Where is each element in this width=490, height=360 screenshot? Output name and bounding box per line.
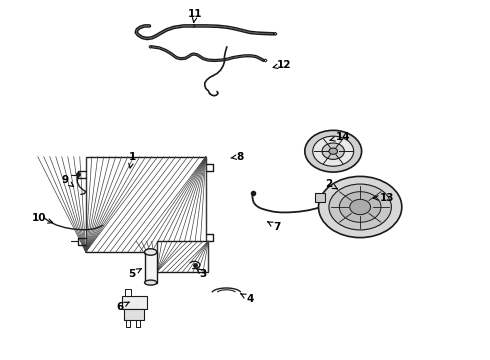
Text: 1: 1 [129, 152, 136, 168]
Bar [315, 193, 325, 202]
Bar [157, 241, 208, 272]
Bar [124, 309, 144, 320]
Circle shape [329, 148, 338, 154]
Text: 14: 14 [330, 132, 350, 142]
Ellipse shape [145, 280, 157, 285]
Circle shape [339, 192, 381, 222]
Bar [122, 296, 147, 309]
Circle shape [350, 199, 370, 215]
Text: 11: 11 [188, 9, 202, 22]
Text: 9: 9 [61, 175, 74, 186]
Circle shape [313, 136, 354, 166]
Text: 6: 6 [117, 302, 129, 312]
Circle shape [305, 130, 362, 172]
Text: 8: 8 [231, 152, 244, 162]
Ellipse shape [145, 249, 157, 255]
Text: 2: 2 [325, 179, 337, 189]
Circle shape [329, 184, 392, 230]
Bar [145, 252, 157, 283]
Text: 12: 12 [273, 60, 292, 70]
Text: 5: 5 [129, 269, 141, 279]
Text: 4: 4 [241, 294, 254, 304]
Text: 3: 3 [196, 269, 207, 279]
Circle shape [322, 143, 344, 159]
Bar [86, 157, 206, 252]
Text: 7: 7 [268, 222, 281, 232]
Circle shape [318, 176, 402, 238]
Text: 13: 13 [373, 193, 394, 203]
Text: 10: 10 [32, 213, 52, 223]
